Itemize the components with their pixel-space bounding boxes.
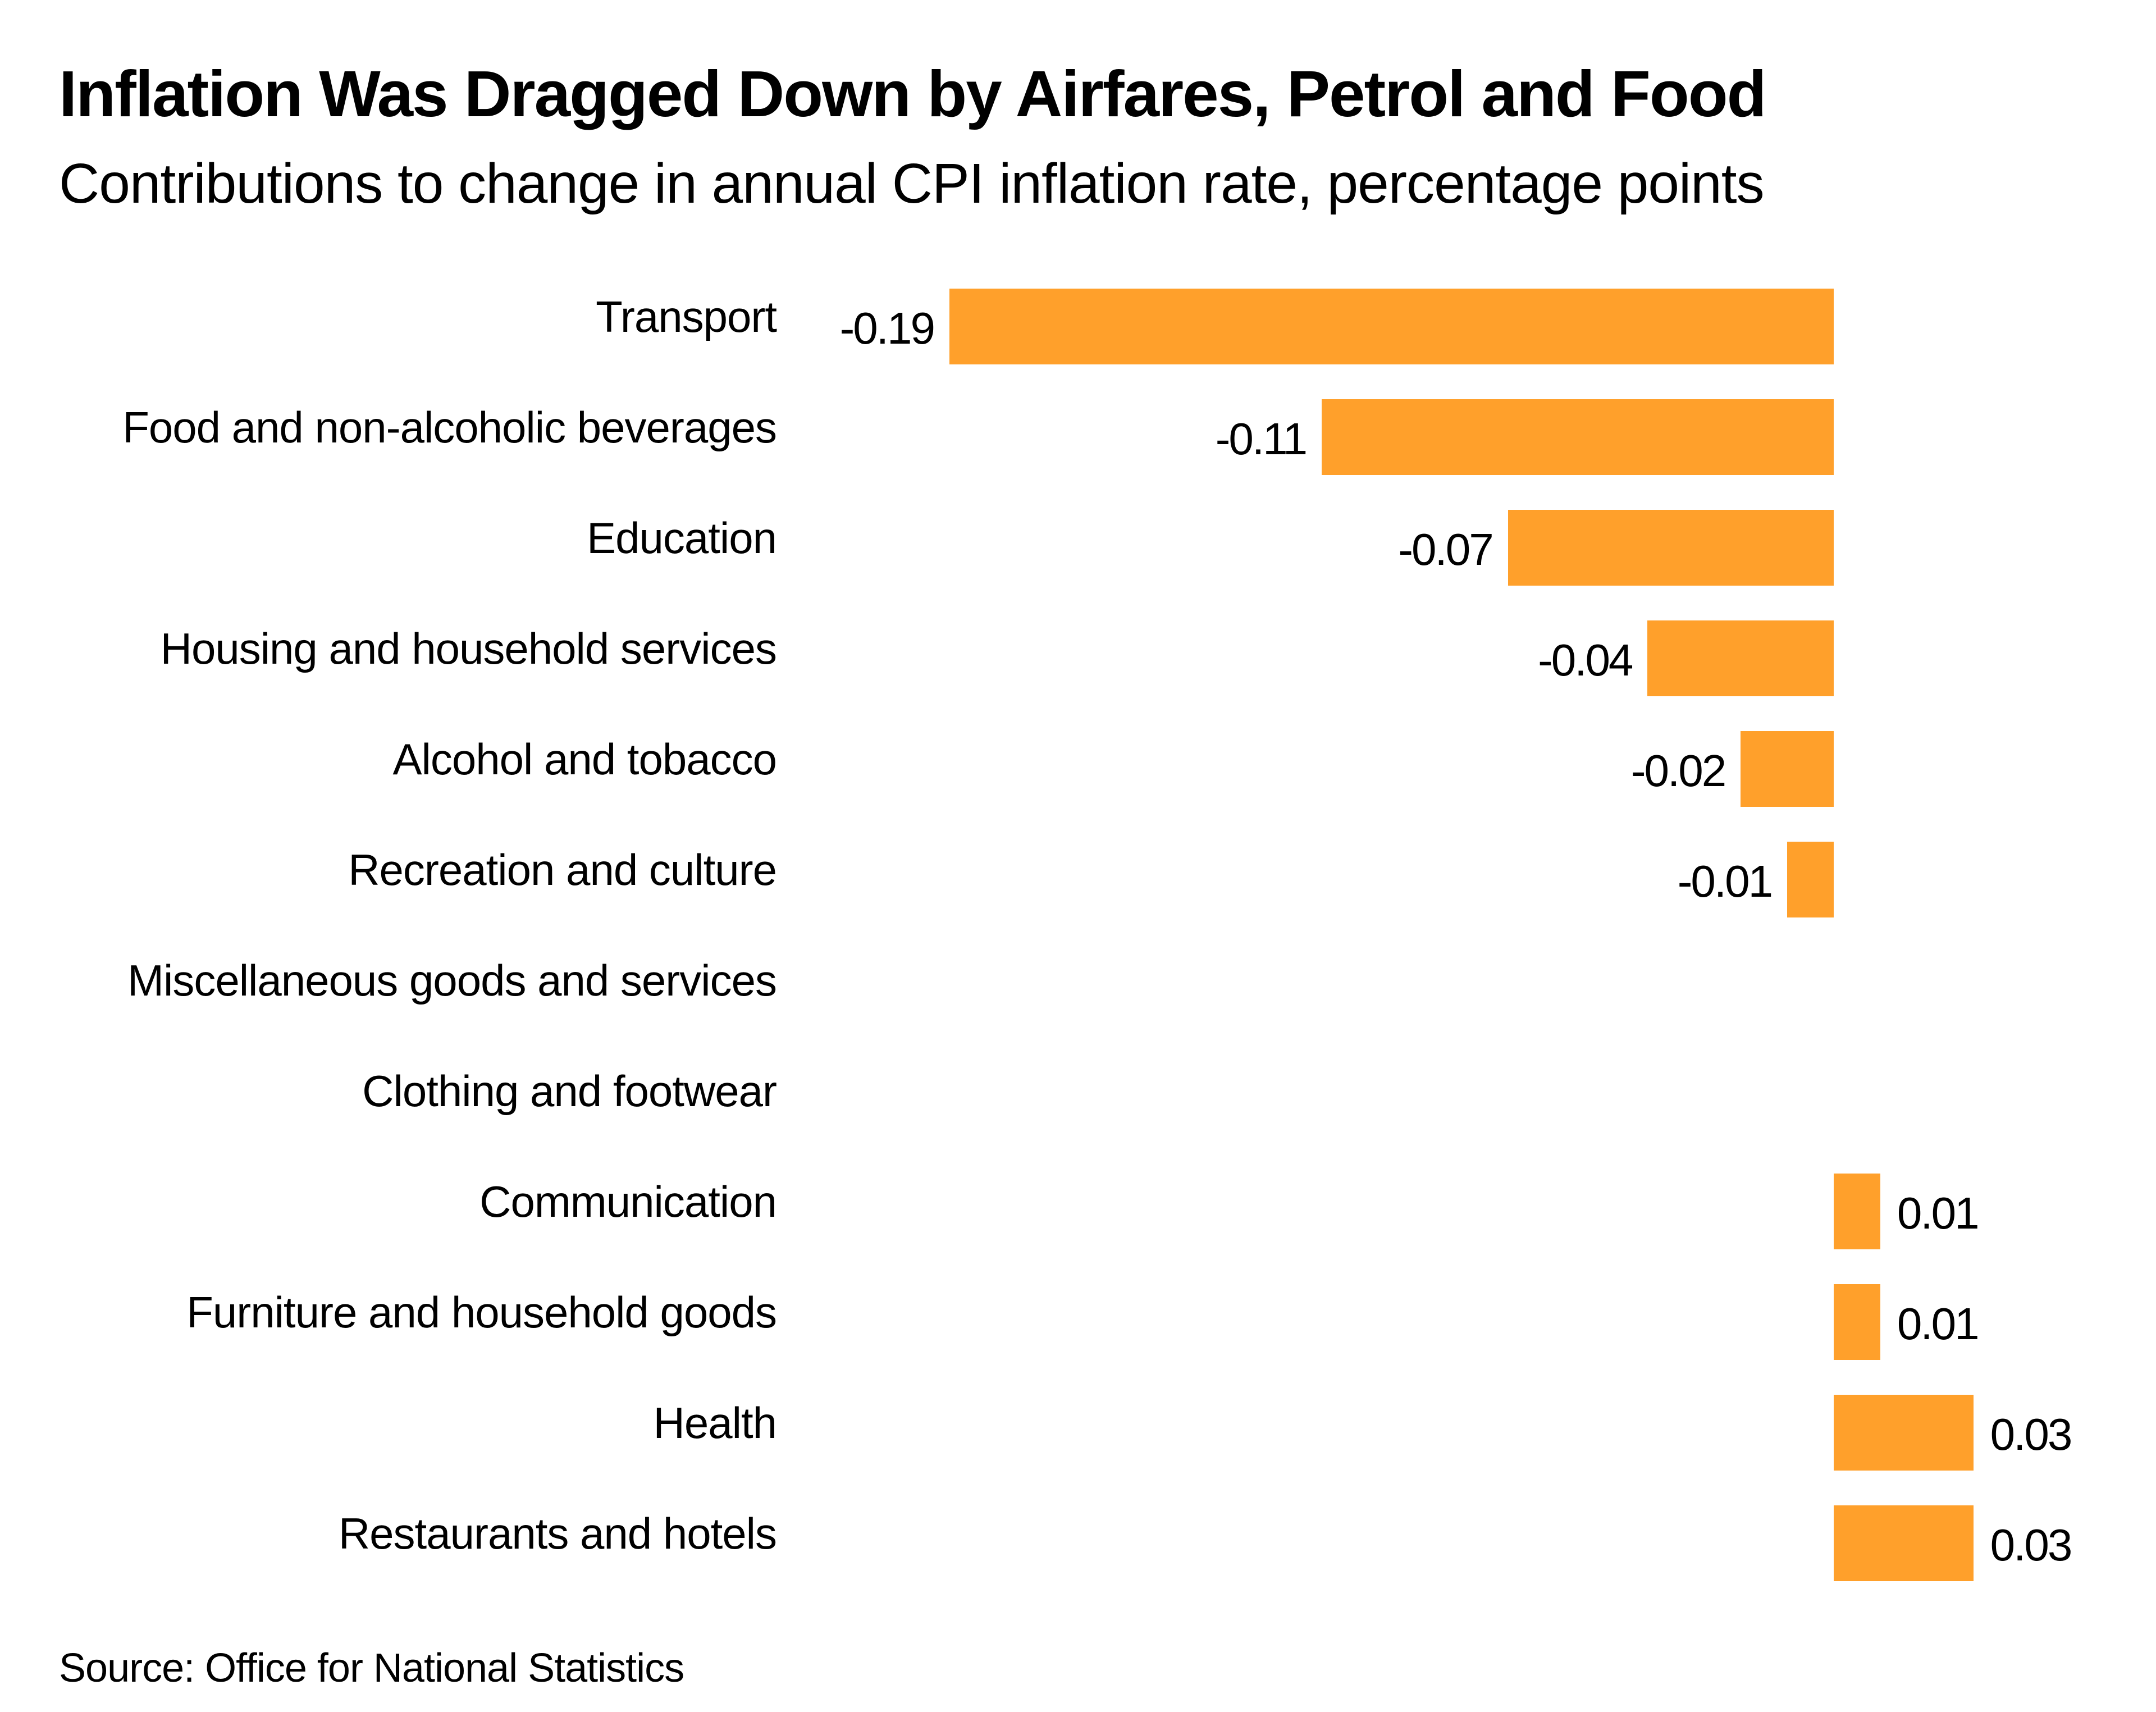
value-label: 0.01: [1897, 1299, 1980, 1349]
category-label: Furniture and household goods: [186, 1288, 777, 1337]
chart-subtitle: Contributions to change in annual CPI in…: [59, 152, 1765, 215]
value-label: -0.07: [1398, 524, 1493, 574]
category-label: Transport: [596, 292, 777, 341]
category-label: Health: [653, 1398, 777, 1448]
bar: [1834, 1284, 1880, 1360]
bar: [1322, 399, 1834, 475]
value-label: 0.01: [1897, 1188, 1980, 1238]
source-note: Source: Office for National Statistics: [59, 1646, 684, 1691]
category-label: Education: [587, 513, 777, 563]
value-label: -0.04: [1538, 635, 1633, 685]
bar: [1647, 620, 1834, 696]
bar: [1508, 510, 1834, 586]
value-label: -0.01: [1677, 856, 1773, 906]
value-label: -0.19: [839, 303, 935, 353]
chart-title: Inflation Was Dragged Down by Airfares, …: [59, 57, 1766, 130]
category-label: Recreation and culture: [348, 845, 777, 894]
category-label: Food and non-alcoholic beverages: [122, 403, 777, 452]
category-label: Housing and household services: [160, 624, 777, 673]
category-label: Communication: [479, 1177, 777, 1226]
bar: [1834, 1505, 1974, 1581]
category-label: Miscellaneous goods and services: [127, 956, 777, 1005]
value-label: -0.11: [1215, 414, 1308, 464]
category-label: Alcohol and tobacco: [392, 734, 777, 784]
bar: [1834, 1174, 1880, 1249]
bar: [1741, 731, 1834, 807]
value-label: 0.03: [1990, 1520, 2073, 1570]
bar: [1787, 842, 1834, 917]
value-label: -0.02: [1630, 746, 1726, 796]
category-label: Restaurants and hotels: [338, 1509, 777, 1558]
bar: [1834, 1395, 1974, 1471]
value-label: 0.03: [1990, 1409, 2073, 1459]
bar: [949, 289, 1834, 364]
category-label: Clothing and footwear: [362, 1066, 777, 1116]
